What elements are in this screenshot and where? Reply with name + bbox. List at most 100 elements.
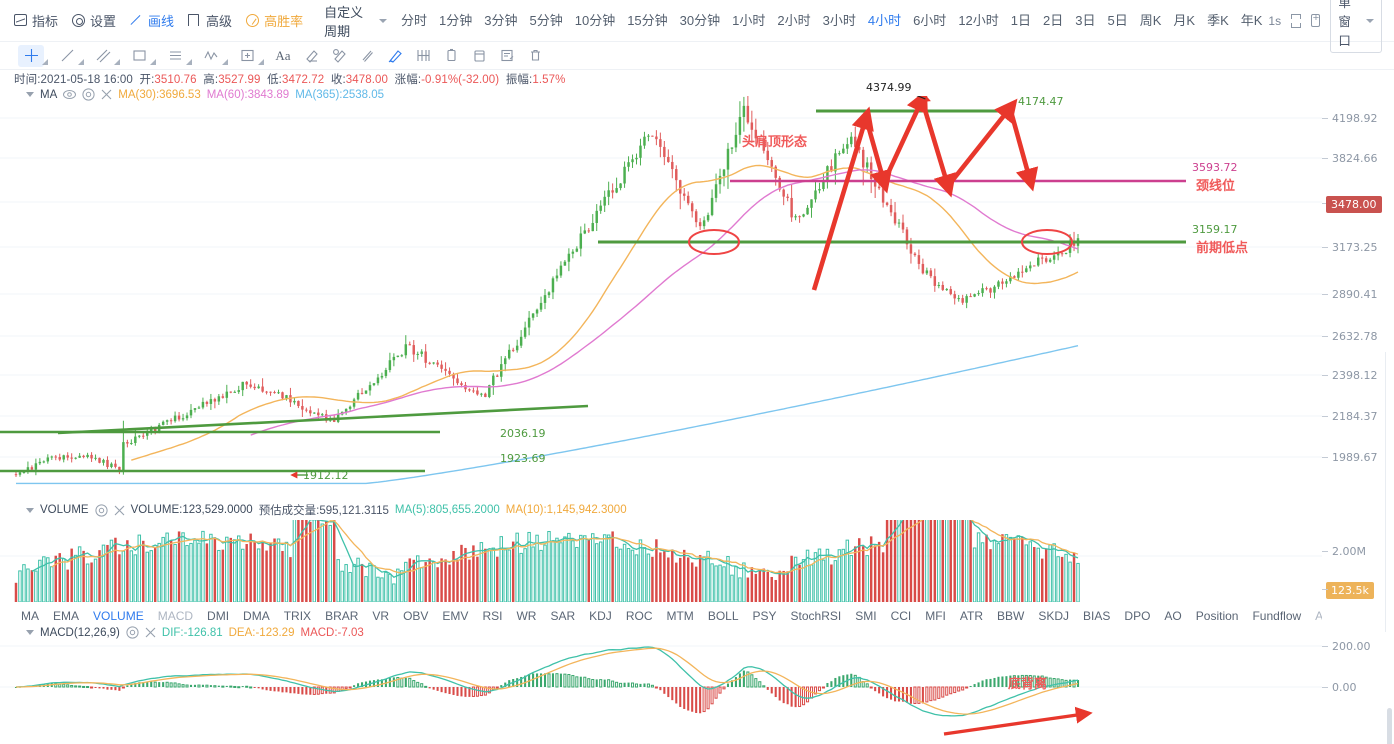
period-tab-0[interactable]: 分时 [401,12,428,28]
custom-period-dropdown[interactable]: 自定义周期 [310,2,395,40]
tool-submenu-caret-icon[interactable] [78,58,84,65]
indicator-button[interactable]: 指标 [0,0,65,42]
settings-circle-icon[interactable] [82,88,95,101]
period-tab-2[interactable]: 3分钟 [484,12,518,28]
line-icon[interactable] [54,45,84,67]
tool-submenu-caret-icon[interactable] [150,58,156,65]
macd-axis[interactable]: 200.00 0.00 [1322,640,1394,736]
fib-icon[interactable] [234,45,264,67]
indicator-tab-cci[interactable]: CCI [890,609,912,623]
vertical-scrollbar-track[interactable] [1385,352,1394,744]
period-tab-15[interactable]: 3日 [1075,12,1096,28]
indicator-tab-ma[interactable]: MA [21,609,39,623]
parallel-line-icon[interactable] [90,45,120,67]
vertical-scrollbar-thumb[interactable] [1387,708,1392,744]
period-tab-9[interactable]: 3小时 [822,12,856,28]
settings-circle-icon[interactable] [94,503,108,517]
indicator-tab-ema[interactable]: EMA [53,609,80,623]
collapse-chevron-icon[interactable] [26,507,34,513]
close-icon[interactable] [145,627,156,638]
indicator-tab-roc[interactable]: ROC [625,609,653,623]
volume-axis[interactable]: 2.00M 123.5k [1322,520,1394,604]
period-tab-14[interactable]: 2日 [1043,12,1064,28]
indicator-tab-trix[interactable]: TRIX [283,609,312,623]
indicator-tab-fundflow[interactable]: Fundflow [1252,609,1302,623]
advanced-button[interactable]: 高级 [181,0,239,42]
indicator-tab-skdj[interactable]: SKDJ [1038,609,1070,623]
indicator-tab-strip[interactable]: MA EMA VOLUME MACD DMI DMA TRIX BRAR VR OBV EMV RSI… [0,606,1322,626]
period-tab-17[interactable]: 周K [1139,12,1162,28]
price-chart-pane[interactable] [0,96,1322,496]
note-icon[interactable] [494,45,520,67]
indicator-tab-dma[interactable]: DMA [243,609,270,623]
close-icon[interactable] [114,505,125,516]
indicator-tab-ao[interactable]: AO [1164,609,1182,623]
indicator-tab-sar[interactable]: SAR [550,609,576,623]
indicator-tab-volume[interactable]: VOLUME [93,609,144,623]
indicator-tab-vr[interactable]: VR [372,609,390,623]
indicator-tab-dpo[interactable]: DPO [1124,609,1151,623]
period-tab-8[interactable]: 2小时 [777,12,811,28]
period-tab-1[interactable]: 1分钟 [439,12,473,28]
eye-icon[interactable] [63,88,77,101]
wave-icon[interactable] [198,45,228,67]
period-tab-12[interactable]: 12小时 [958,12,999,28]
period-tab-16[interactable]: 5日 [1107,12,1128,28]
volume-chart-pane[interactable] [0,520,1322,602]
indicator-tab-bias[interactable]: BIAS [1083,609,1111,623]
clone-icon[interactable] [438,45,464,67]
magnet-icon[interactable] [354,45,380,67]
trash-icon[interactable] [522,45,548,67]
macd-chart-pane[interactable] [0,640,1322,736]
indicator-tab-kdj[interactable]: KDJ [589,609,612,623]
copy-icon[interactable] [466,45,492,67]
indicator-tab-mfi[interactable]: MFI [925,609,946,623]
period-tab-19[interactable]: 季K [1207,12,1229,28]
period-tab-20[interactable]: 年K [1240,12,1263,28]
tool-submenu-caret-icon[interactable] [186,58,192,65]
period-tab-3[interactable]: 5分钟 [529,12,563,28]
brush-icon[interactable] [382,45,408,67]
indicator-tab-brar[interactable]: BRAR [325,609,359,623]
tool-submenu-caret-icon[interactable] [114,58,120,65]
indicator-tab-boll[interactable]: BOLL [707,609,739,623]
fullscreen-icon[interactable] [1291,13,1301,28]
collapse-chevron-icon[interactable] [26,92,34,97]
rectangle-icon[interactable] [126,45,156,67]
lock-drawings-icon[interactable] [326,45,352,67]
indicator-tab-ai-netvol[interactable]: AI-NetVOL [1315,609,1322,623]
crosshair-icon[interactable] [18,44,48,67]
indicator-tab-wr[interactable]: WR [516,609,537,623]
tool-submenu-caret-icon[interactable] [222,58,228,65]
period-tab-5[interactable]: 15分钟 [627,12,668,28]
draw-button[interactable]: 画线 [123,0,181,42]
settings-button[interactable]: 设置 [65,0,123,42]
collapse-chevron-icon[interactable] [26,630,34,635]
eraser-icon[interactable] [298,45,324,67]
indicator-tab-smi[interactable]: SMI [855,609,877,623]
close-icon[interactable] [101,89,112,100]
period-tab-10[interactable]: 4小时 [867,12,902,28]
tool-submenu-caret-icon[interactable] [42,58,48,65]
indicator-tab-bbw[interactable]: BBW [997,609,1025,623]
indicator-tab-mtm[interactable]: MTM [666,609,694,623]
winrate-button[interactable]: 高胜率 [239,0,310,42]
snapshot-icon[interactable] [1310,12,1321,27]
indicator-tab-atr[interactable]: ATR [959,609,984,623]
period-tab-4[interactable]: 10分钟 [574,12,616,28]
text-icon[interactable]: Aa [275,47,291,63]
indicator-tab-emv[interactable]: EMV [442,609,469,623]
horizontal-lines-icon[interactable] [162,45,192,67]
period-tab-7[interactable]: 1小时 [732,12,766,28]
period-tab-6[interactable]: 30分钟 [679,12,721,28]
period-tab-18[interactable]: 月K [1173,12,1196,28]
indicator-tab-macd[interactable]: MACD [157,609,194,623]
indicator-tab-rsi[interactable]: RSI [482,609,503,623]
indicator-tab-stochrsi[interactable]: StochRSI [790,609,842,623]
settings-circle-icon[interactable] [126,626,139,639]
measure-icon[interactable] [410,45,436,67]
indicator-tab-position[interactable]: Position [1195,609,1239,623]
indicator-tab-dmi[interactable]: DMI [207,609,230,623]
indicator-tab-psy[interactable]: PSY [752,609,777,623]
period-tab-11[interactable]: 6小时 [913,12,947,28]
